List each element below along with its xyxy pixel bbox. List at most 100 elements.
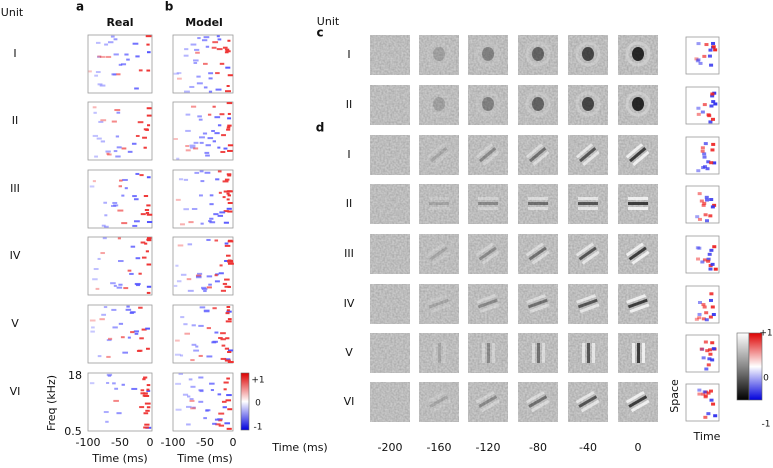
space-time-cell: [694, 57, 699, 61]
rf-stripe: [475, 390, 495, 404]
strf-cell: [143, 392, 148, 395]
strf-cell: [226, 102, 233, 105]
strf-cell: [217, 214, 224, 217]
strf-cell: [226, 198, 230, 201]
strf-cell: [226, 305, 231, 308]
strf-cell: [227, 149, 233, 152]
strf-cell: [203, 290, 207, 293]
space-time-cell: [711, 142, 716, 146]
rf-stripe: [577, 298, 598, 309]
strf-cell: [220, 150, 226, 153]
unit-name: IV: [10, 249, 21, 262]
rf-stripe: [476, 294, 497, 304]
strf-cell: [226, 427, 232, 430]
strf-cell: [189, 146, 196, 149]
rf-stripe: [438, 343, 441, 363]
strf-cell: [132, 42, 139, 45]
strf-cell: [227, 210, 233, 213]
strf-box: [87, 304, 153, 364]
strf-cell: [106, 339, 112, 342]
strf-cell: [89, 319, 96, 322]
strf-cell: [146, 291, 151, 294]
strf-cell: [122, 351, 129, 354]
space-time-cell: [704, 311, 709, 315]
strf-cell: [226, 394, 232, 397]
strf-cell: [111, 120, 117, 123]
strf-cell: [212, 140, 216, 143]
rf-stripe: [628, 207, 648, 210]
rf-stripe: [487, 343, 490, 363]
space-time-cell: [710, 117, 715, 121]
strf-cell: [175, 264, 179, 267]
strf-cell: [185, 149, 191, 152]
strf-cell: [191, 343, 197, 346]
space-time-cell: [708, 267, 713, 271]
space-time-cell: [699, 347, 704, 351]
rf-blob: [575, 91, 601, 117]
strf-cell: [206, 355, 213, 358]
strf-cell: [135, 172, 140, 175]
rf-stripe: [475, 143, 494, 159]
strf-cell: [107, 41, 114, 44]
strf-cell: [203, 62, 208, 65]
strf-cell: [210, 389, 214, 392]
space-time-cell: [704, 195, 709, 199]
y-tick-label: 18: [68, 369, 82, 382]
space-time-cell: [703, 213, 708, 217]
strf-cell: [205, 154, 210, 157]
strf-cell: [218, 191, 222, 194]
strf-cell: [227, 124, 232, 127]
colorbar-tick: 0: [763, 374, 769, 384]
strf-cell: [206, 286, 212, 289]
strf-cell: [130, 311, 136, 314]
strf-cell: [127, 336, 131, 339]
strf-cell: [217, 393, 222, 396]
rf-stripe: [575, 242, 594, 257]
strf-cell: [118, 322, 124, 325]
rf-stripe: [529, 303, 550, 314]
strf-cell: [142, 378, 146, 381]
strf-cell: [182, 393, 189, 396]
strf-cell: [226, 207, 232, 210]
strf-cell: [193, 349, 200, 352]
strf-cell: [118, 63, 123, 66]
strf-cell: [189, 85, 195, 88]
rf-stripe: [592, 343, 595, 363]
strf-cell: [190, 407, 196, 410]
space-time-cell: [707, 54, 712, 58]
strf-cell: [138, 306, 143, 309]
strf-cell: [146, 406, 151, 409]
strf-cell: [217, 170, 222, 173]
space-time-box: [685, 235, 720, 274]
strf-cell: [118, 185, 123, 188]
space-time-cell: [699, 199, 704, 203]
strf-cell: [204, 171, 211, 174]
strf-cell: [95, 41, 101, 44]
strf-cell: [146, 204, 151, 207]
strf-cell: [225, 50, 231, 53]
strf-cell: [224, 422, 231, 425]
rf-stripe: [627, 298, 648, 309]
space-time-cell: [702, 390, 707, 394]
space-time-cell: [709, 248, 714, 252]
strf-cell: [198, 376, 204, 379]
rf-stripe: [582, 150, 600, 167]
strf-cell: [103, 201, 108, 204]
strf-cell: [221, 344, 226, 347]
rf-blob: [582, 47, 594, 61]
strf-cell: [222, 282, 228, 285]
rf-stripe: [443, 343, 446, 363]
receptive-field: [518, 35, 558, 75]
strf-cell: [224, 278, 230, 281]
rf-blob: [625, 91, 651, 117]
strf-cell: [179, 354, 184, 357]
strf-cell: [123, 287, 129, 290]
strf-cell: [100, 252, 105, 255]
space-time-cell: [708, 48, 713, 52]
rf-stripe: [528, 395, 548, 408]
strf-cell: [144, 209, 150, 212]
strf-cell: [209, 221, 216, 224]
strf-cell: [145, 409, 150, 412]
strf-cell: [187, 395, 191, 398]
